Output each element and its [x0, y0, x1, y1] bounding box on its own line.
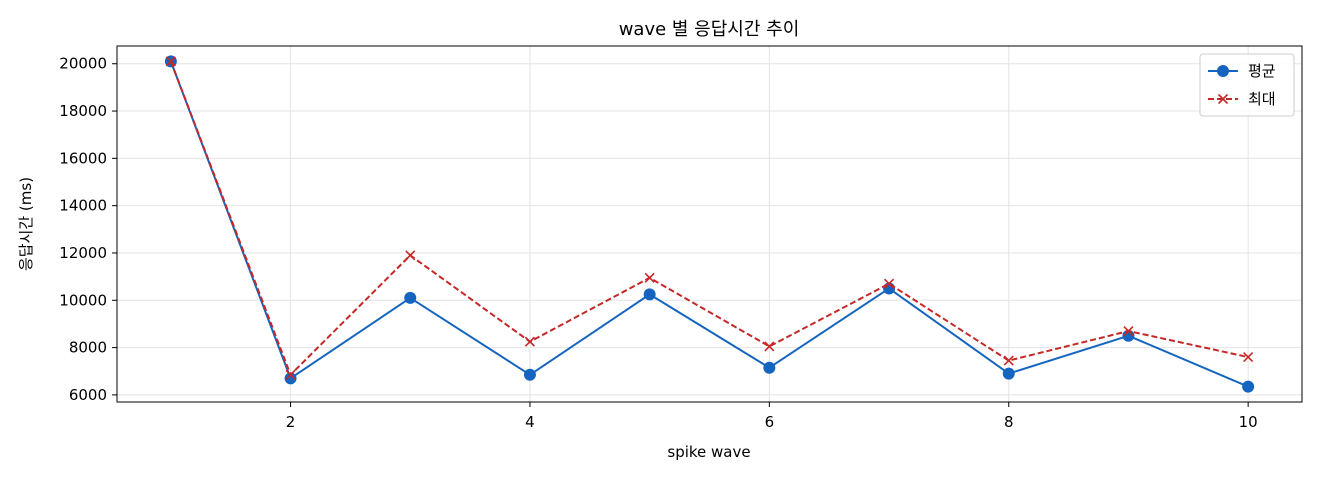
data-point — [643, 288, 656, 301]
x-axis-ticks: 2 4 6 8 10 — [286, 402, 1258, 431]
legend-item: 평균 — [1208, 62, 1276, 80]
marker-stroke — [1123, 325, 1134, 337]
marker-stroke — [1243, 351, 1254, 363]
marker-stroke — [1217, 93, 1229, 105]
series-line — [169, 61, 1249, 388]
chart-title: wave 별 응답시간 추이 — [619, 19, 800, 40]
data-point — [524, 336, 536, 347]
marker-stroke — [644, 272, 655, 283]
x-tick-label: 4 — [525, 413, 535, 431]
y-tick-label: 18000 — [59, 102, 107, 120]
y-axis-ticks: 6000 8000 10000 12000 14000 16000 18000 20000 — [59, 55, 117, 404]
marker-stroke — [405, 250, 416, 261]
legend-swatch-marker — [1217, 65, 1229, 77]
x-tick-label: 2 — [286, 413, 296, 431]
x-axis-label: spike wave — [667, 443, 750, 461]
y-axis-label: 응답시간 (ms) — [17, 177, 35, 271]
data-point — [285, 369, 296, 380]
marker-stroke — [285, 369, 296, 380]
marker-stroke — [1003, 355, 1014, 366]
y-tick-label: 6000 — [69, 386, 107, 404]
series-layer — [164, 55, 1255, 393]
data-point — [1003, 355, 1014, 366]
data-point — [763, 361, 776, 374]
marker-stroke — [165, 56, 176, 67]
grid — [117, 46, 1302, 402]
legend-label: 최대 — [1248, 90, 1276, 108]
data-point — [764, 341, 775, 352]
data-point — [1242, 380, 1255, 393]
marker-stroke — [883, 278, 895, 289]
data-point — [883, 278, 895, 289]
data-point — [404, 291, 417, 304]
x-tick-label: 6 — [765, 413, 775, 431]
x-tick-label: 8 — [1004, 413, 1014, 431]
legend-swatch-marker — [1217, 93, 1229, 105]
y-tick-label: 12000 — [59, 244, 107, 262]
marker-stroke — [524, 336, 536, 347]
series-mean — [164, 55, 1255, 393]
x-tick-label: 10 — [1239, 413, 1258, 431]
legend-box — [1199, 53, 1295, 117]
plot-frame — [116, 45, 1303, 403]
series-line — [169, 61, 1249, 376]
y-tick-label: 20000 — [59, 55, 107, 73]
y-tick-label: 8000 — [69, 339, 107, 357]
data-point — [1123, 325, 1134, 337]
data-point — [523, 368, 536, 381]
y-tick-label: 16000 — [59, 149, 107, 167]
legend-label: 평균 — [1248, 62, 1276, 80]
data-point — [165, 56, 176, 67]
data-point — [405, 250, 416, 261]
data-point — [644, 272, 655, 283]
data-point — [1002, 367, 1015, 380]
data-point — [1243, 351, 1254, 363]
y-tick-label: 10000 — [59, 291, 107, 309]
marker-stroke — [764, 341, 775, 352]
legend-item: 최대 — [1208, 90, 1276, 108]
series-max — [165, 56, 1254, 380]
y-tick-label: 14000 — [59, 197, 107, 215]
